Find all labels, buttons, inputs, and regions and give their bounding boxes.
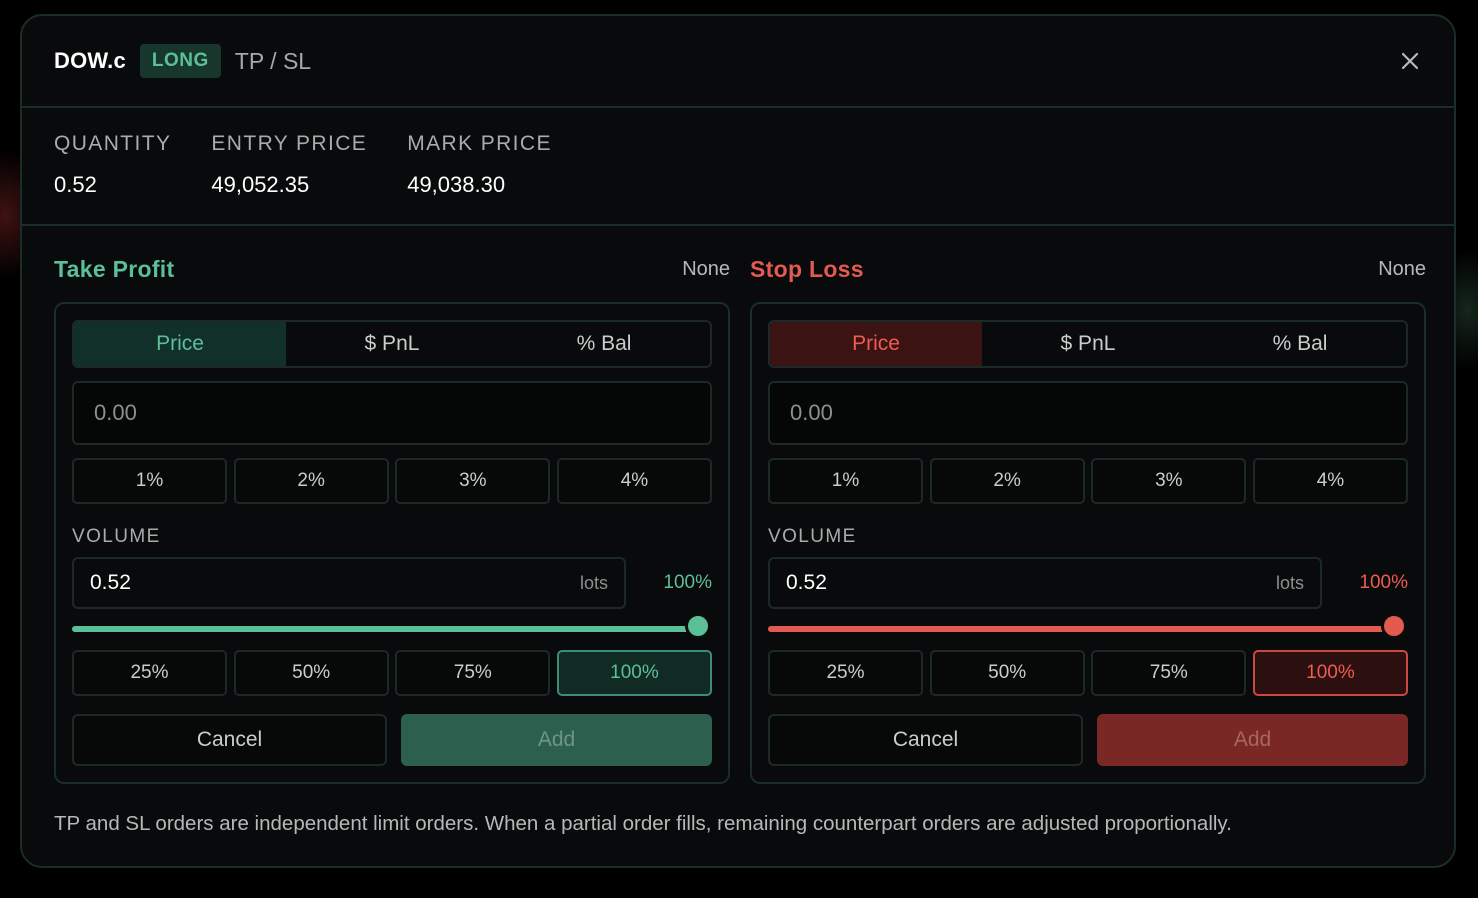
slider-fill: [72, 626, 698, 632]
take-profit-cancel-button[interactable]: Cancel: [72, 714, 387, 766]
stop-loss-price-input[interactable]: 0.00: [768, 381, 1408, 445]
stop-loss-volume-presets: 25% 50% 75% 100%: [768, 650, 1408, 696]
volume-100-percent-button[interactable]: 100%: [1252, 650, 1408, 696]
take-profit-volume-percent: 100%: [663, 572, 712, 593]
take-profit-add-button[interactable]: Add: [401, 714, 712, 766]
volume-unit: lots: [579, 572, 608, 593]
volume-label: VOLUME: [768, 526, 857, 547]
take-profit-volume-slider[interactable]: [72, 613, 711, 639]
take-profit-price-input[interactable]: 0.00: [72, 381, 712, 445]
stat-label: ENTRY PRICE: [211, 132, 368, 155]
slider-thumb[interactable]: [685, 613, 711, 639]
stat-label: QUANTITY: [54, 132, 172, 155]
volume-25-percent-button[interactable]: 25%: [72, 650, 227, 696]
take-profit-card: Price $ PnL % Bal 0.00 1% 2% 3% 4% VOLUM…: [54, 302, 730, 784]
footnote-text: TP and SL orders are independent limit o…: [54, 812, 1232, 835]
stop-loss-cancel-button[interactable]: Cancel: [768, 714, 1083, 766]
stop-loss-price-presets: 1% 2% 3% 4%: [768, 458, 1408, 504]
preset-2-percent-button[interactable]: 2%: [929, 458, 1085, 504]
position-stats: QUANTITY 0.52 ENTRY PRICE 49,052.35 MARK…: [22, 108, 1454, 226]
stop-loss-actions: Cancel Add: [768, 714, 1408, 766]
stop-loss-status: None: [1378, 257, 1426, 280]
modal-header: DOW.c LONG TP / SL: [22, 16, 1454, 108]
stop-loss-card: Price $ PnL % Bal 0.00 1% 2% 3% 4% VOLUM…: [750, 302, 1426, 784]
stat-quantity: QUANTITY 0.52: [54, 132, 171, 224]
stop-loss-mode-selector: Price $ PnL % Bal: [768, 320, 1408, 368]
take-profit-price-presets: 1% 2% 3% 4%: [72, 458, 712, 504]
stat-mark-price: MARK PRICE 49,038.30: [407, 132, 552, 224]
volume-label: VOLUME: [72, 526, 161, 547]
volume-100-percent-button[interactable]: 100%: [556, 650, 712, 696]
stop-loss-volume-input[interactable]: 0.52 lots: [768, 557, 1322, 609]
stat-label: MARK PRICE: [407, 132, 552, 155]
tab-pnl[interactable]: $ PnL: [1060, 332, 1116, 355]
preset-4-percent-button[interactable]: 4%: [1252, 458, 1408, 504]
tab-pnl[interactable]: $ PnL: [364, 332, 420, 355]
symbol-label: DOW.c: [54, 48, 126, 73]
take-profit-volume-presets: 25% 50% 75% 100%: [72, 650, 712, 696]
stat-value: 49,052.35: [211, 172, 310, 197]
modal-title: TP / SL: [234, 47, 312, 74]
volume-75-percent-button[interactable]: 75%: [1091, 650, 1247, 696]
tpsl-modal: DOW.c LONG TP / SL QUANTITY 0.52 ENTRY P…: [20, 14, 1456, 868]
volume-50-percent-button[interactable]: 50%: [233, 650, 389, 696]
stop-loss-volume-slider[interactable]: [768, 613, 1407, 639]
volume-value: 0.52: [786, 571, 827, 594]
volume-value: 0.52: [90, 571, 131, 594]
stop-loss-header: Stop Loss None: [750, 254, 1426, 284]
take-profit-title: Take Profit: [54, 255, 175, 282]
volume-75-percent-button[interactable]: 75%: [395, 650, 551, 696]
preset-4-percent-button[interactable]: 4%: [556, 458, 712, 504]
preset-3-percent-button[interactable]: 3%: [395, 458, 551, 504]
stat-value: 49,038.30: [407, 172, 506, 197]
preset-3-percent-button[interactable]: 3%: [1091, 458, 1247, 504]
stop-loss-title: Stop Loss: [750, 255, 864, 282]
tab-balance-percent[interactable]: % Bal: [1272, 332, 1328, 355]
tpsl-panels: Take Profit None Price $ PnL % Bal 0.00 …: [22, 226, 1454, 786]
preset-2-percent-button[interactable]: 2%: [233, 458, 389, 504]
volume-50-percent-button[interactable]: 50%: [929, 650, 1085, 696]
slider-fill: [768, 626, 1394, 632]
stop-loss-add-button[interactable]: Add: [1097, 714, 1408, 766]
take-profit-mode-selector: Price $ PnL % Bal: [72, 320, 712, 368]
stat-entry-price: ENTRY PRICE 49,052.35: [211, 132, 367, 224]
take-profit-actions: Cancel Add: [72, 714, 712, 766]
tab-price[interactable]: Price: [74, 322, 286, 366]
take-profit-volume-input[interactable]: 0.52 lots: [72, 557, 626, 609]
close-icon[interactable]: [1398, 49, 1422, 73]
side-badge: LONG: [139, 44, 221, 78]
volume-unit: lots: [1275, 572, 1304, 593]
tab-balance-percent[interactable]: % Bal: [576, 332, 632, 355]
tab-price[interactable]: Price: [770, 322, 982, 366]
slider-thumb[interactable]: [1381, 613, 1407, 639]
take-profit-status: None: [682, 257, 730, 280]
preset-1-percent-button[interactable]: 1%: [768, 458, 923, 504]
preset-1-percent-button[interactable]: 1%: [72, 458, 227, 504]
stat-value: 0.52: [54, 172, 97, 197]
stop-loss-volume-percent: 100%: [1359, 572, 1408, 593]
volume-25-percent-button[interactable]: 25%: [768, 650, 923, 696]
take-profit-header: Take Profit None: [54, 254, 730, 284]
